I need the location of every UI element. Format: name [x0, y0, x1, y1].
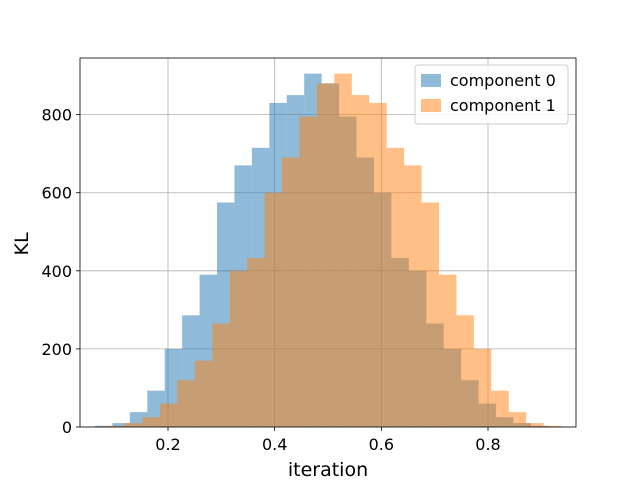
histogram-bar — [212, 323, 230, 427]
histogram-bar — [369, 102, 387, 428]
histogram-bar — [142, 417, 160, 427]
histogram-bar — [159, 403, 178, 427]
histogram-bar — [94, 425, 113, 427]
legend-swatch — [421, 99, 441, 112]
legend-box — [414, 64, 569, 125]
histogram-bar — [194, 360, 213, 427]
y-axis-label: KL — [11, 232, 33, 255]
histogram-bar — [264, 192, 283, 427]
histogram-bar — [508, 412, 527, 427]
histogram-bar — [107, 425, 126, 427]
y-tick-label: 800 — [41, 106, 72, 125]
x-axis-label: iteration — [288, 459, 368, 480]
histogram-bar — [247, 257, 265, 427]
legend-label: component 0 — [450, 71, 556, 90]
histogram-bar — [456, 315, 474, 427]
legend-swatch — [421, 74, 441, 87]
y-tick-label: 600 — [41, 184, 72, 203]
histogram-bar — [112, 423, 130, 427]
y-tick-label: 400 — [41, 262, 72, 281]
histogram-bar — [299, 116, 317, 428]
histogram-bar — [473, 348, 492, 427]
histogram-bar — [526, 423, 544, 427]
histogram-bar — [386, 147, 405, 428]
histogram-bar — [125, 423, 143, 427]
histogram-bar — [334, 73, 352, 427]
plot-frame — [79, 57, 577, 428]
x-tick-label: 0.8 — [475, 435, 500, 454]
y-tick-label: 0 — [62, 418, 72, 437]
histogram-bar — [491, 390, 509, 427]
histogram-bar — [177, 380, 195, 427]
histogram-bar — [229, 270, 248, 427]
histogram-bar — [438, 274, 457, 427]
y-tick-label: 200 — [41, 340, 72, 359]
histogram-bar — [404, 165, 422, 427]
histogram-bar — [351, 95, 370, 427]
histogram-bar — [543, 425, 562, 427]
x-tick-label: 0.2 — [155, 435, 180, 454]
histogram-bar — [282, 157, 300, 428]
histogram-bar — [421, 202, 439, 427]
legend-label: component 1 — [450, 96, 556, 115]
x-tick-label: 0.4 — [262, 435, 287, 454]
histogram-bar — [316, 83, 335, 427]
x-tick-label: 0.6 — [369, 435, 394, 454]
